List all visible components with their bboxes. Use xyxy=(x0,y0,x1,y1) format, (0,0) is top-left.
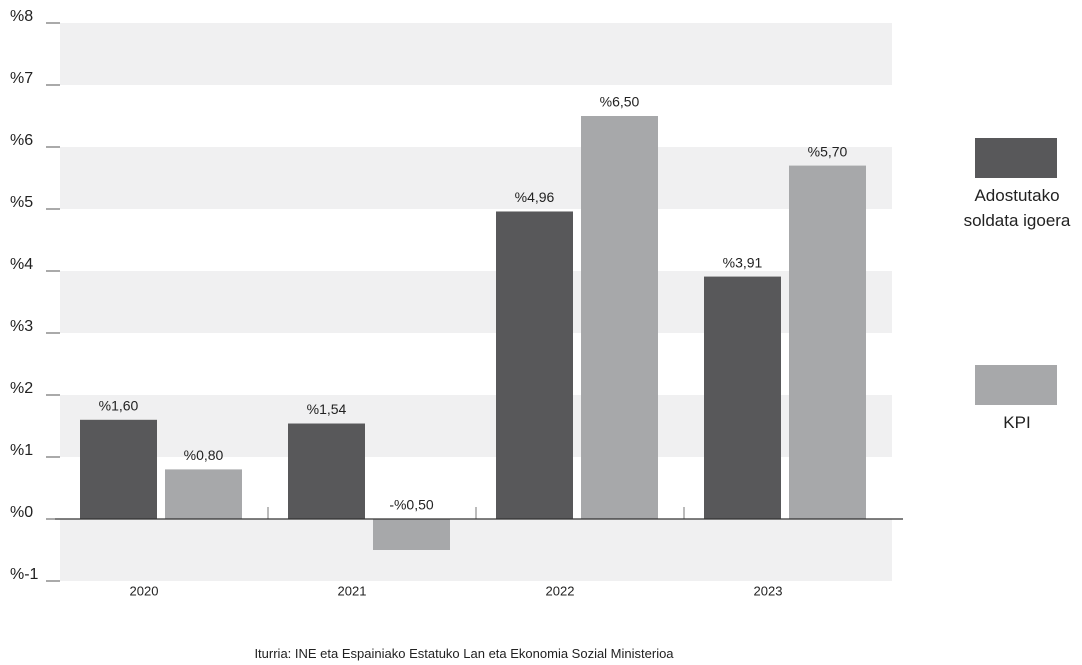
legend-label: KPI xyxy=(1003,413,1031,432)
x-tick-label: 2021 xyxy=(338,583,367,598)
source: Iturria: INE eta Espainiako Estatuko Lan… xyxy=(254,646,674,661)
x-tick-label: 2020 xyxy=(130,583,159,598)
value-label: %3,91 xyxy=(723,254,763,270)
y-tick-label: %1 xyxy=(10,442,33,459)
value-label: -%0,50 xyxy=(389,497,434,513)
grid-band xyxy=(60,23,892,85)
y-tick-label: %0 xyxy=(10,504,33,521)
value-label: %5,70 xyxy=(808,143,848,159)
grid-band xyxy=(60,147,892,209)
bar xyxy=(373,519,450,550)
bar xyxy=(80,419,157,519)
value-label: %6,50 xyxy=(600,94,640,110)
bar xyxy=(288,423,365,519)
bar xyxy=(496,211,573,520)
y-tick-label: %8 xyxy=(10,8,33,25)
value-label: %4,96 xyxy=(515,189,555,205)
bar xyxy=(704,276,781,519)
legend-swatch xyxy=(975,365,1057,405)
grid-band xyxy=(60,519,892,581)
value-label: %0,80 xyxy=(184,447,224,463)
legend-label: Adostutako soldata igoera xyxy=(963,186,1071,230)
bar xyxy=(581,116,658,519)
y-tick-label: %-1 xyxy=(10,566,39,583)
y-tick-label: %2 xyxy=(10,380,33,397)
x-tick-label: 2023 xyxy=(754,583,783,598)
value-label: %1,60 xyxy=(99,398,139,414)
legend-swatch xyxy=(975,138,1057,178)
y-tick-label: %5 xyxy=(10,194,33,211)
y-tick-label: %7 xyxy=(10,70,33,87)
y-tick-label: %6 xyxy=(10,132,33,149)
bar xyxy=(789,165,866,519)
value-label: %1,54 xyxy=(307,401,347,417)
y-tick-label: %3 xyxy=(10,318,33,335)
x-tick-label: 2022 xyxy=(546,583,575,598)
bar xyxy=(165,469,242,519)
y-tick-label: %4 xyxy=(10,256,33,273)
